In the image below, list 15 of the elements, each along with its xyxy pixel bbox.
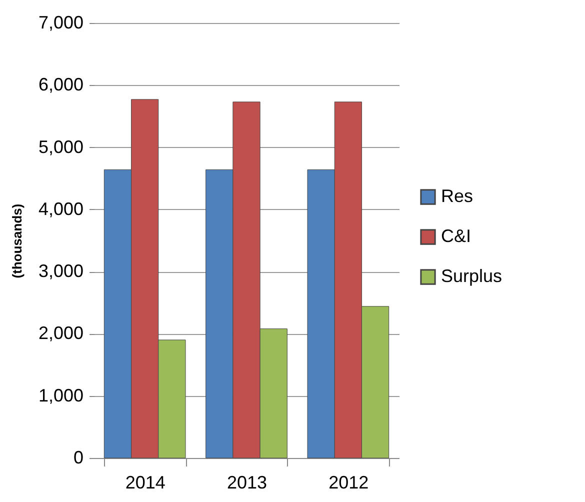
x-tick-label: 2012 <box>328 472 369 492</box>
y-tick-label: 4,000 <box>38 198 84 219</box>
x-tick-label: 2013 <box>226 472 268 492</box>
legend-label: Res <box>441 186 474 206</box>
legend-label: C&I <box>441 226 472 246</box>
y-tick-label: 0 <box>73 448 84 468</box>
y-tick-label: 2,000 <box>38 323 84 344</box>
y-tick-label: 6,000 <box>38 74 84 95</box>
x-tick-label: 2014 <box>125 472 166 492</box>
y-axis-title: (thousands) <box>9 204 24 278</box>
legend-label: Surplus <box>441 266 502 286</box>
y-tick-label: 3,000 <box>38 261 84 282</box>
y-tick-label: 7,000 <box>38 12 84 32</box>
y-tick-label: 5,000 <box>38 136 84 157</box>
y-tick-label: 1,000 <box>38 385 84 406</box>
